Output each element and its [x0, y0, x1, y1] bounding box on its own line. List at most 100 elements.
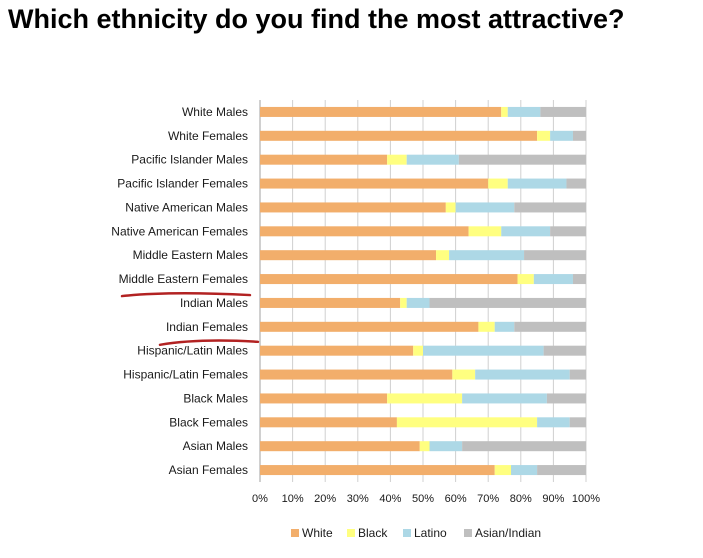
x-tick-label: 30%: [347, 493, 369, 505]
legend: White Black Latino Asian/Indian: [291, 526, 541, 540]
category-label: Indian Females: [166, 320, 248, 334]
bar-hispanic-latin-males-black: [413, 345, 423, 356]
bar-asian-males-latino: [429, 441, 463, 452]
x-tick-label: 10%: [282, 493, 304, 505]
bar-indian-females-asian-indian: [514, 321, 586, 332]
category-label: Black Females: [169, 415, 248, 429]
legend-swatch-latino: [403, 529, 411, 537]
category-label: Native American Females: [111, 224, 248, 238]
bar-black-males-white: [260, 393, 388, 404]
category-label: Black Males: [183, 391, 248, 405]
bar-pacific-islander-females-asian-indian: [566, 178, 586, 189]
bar-indian-males-white: [260, 297, 401, 308]
x-tick-label: 70%: [477, 493, 499, 505]
bar-pacific-islander-males-white: [260, 154, 388, 165]
x-tick-label: 60%: [445, 493, 467, 505]
bar-native-american-males-white: [260, 202, 446, 213]
category-label: Middle Eastern Females: [119, 272, 248, 286]
category-label: White Males: [182, 105, 248, 119]
bar-native-american-males-latino: [455, 202, 515, 213]
bar-middle-eastern-females-black: [517, 274, 534, 285]
bar-indian-males-black: [400, 297, 407, 308]
bar-hispanic-latin-females-asian-indian: [569, 369, 586, 380]
legend-label-asian-indian: Asian/Indian: [475, 526, 541, 540]
category-label: Pacific Islander Males: [131, 153, 248, 167]
legend-swatch-white: [291, 529, 299, 537]
x-tick-label: 90%: [542, 493, 564, 505]
bar-segments: [260, 106, 586, 476]
category-labels: White Males White Females Pacific Islander…: [111, 105, 248, 477]
bar-black-males-asian-indian: [546, 393, 586, 404]
bar-white-females-white: [260, 130, 538, 141]
bar-white-males-white: [260, 106, 502, 117]
bar-pacific-islander-males-asian-indian: [458, 154, 586, 165]
category-label: Native American Males: [125, 200, 248, 214]
category-label: Indian Males: [180, 296, 248, 310]
legend-label-white: White: [302, 526, 333, 540]
bar-indian-males-latino: [406, 297, 430, 308]
bar-asian-males-black: [419, 441, 430, 452]
bar-middle-eastern-females-asian-indian: [572, 274, 586, 285]
x-tick-label: 20%: [314, 493, 336, 505]
category-label: Hispanic/Latin Females: [123, 368, 248, 382]
bar-white-males-asian-indian: [540, 106, 586, 117]
bar-indian-females-black: [478, 321, 495, 332]
bar-native-american-females-white: [260, 226, 469, 237]
bar-hispanic-latin-males-asian-indian: [543, 345, 586, 356]
legend-label-latino: Latino: [414, 526, 447, 540]
bar-middle-eastern-males-asian-indian: [524, 250, 586, 261]
red-underline-annotation: [158, 339, 260, 347]
x-tick-labels: 0% 10% 20% 30% 40% 50% 60% 70% 80% 90% 100%: [252, 493, 600, 505]
slide-title: Which ethnicity do you find the most att…: [8, 4, 625, 34]
bar-native-american-males-black: [445, 202, 456, 213]
x-tick-label: 50%: [412, 493, 434, 505]
bar-pacific-islander-males-black: [387, 154, 407, 165]
x-tick-label: 40%: [379, 493, 401, 505]
category-label: Hispanic/Latin Males: [137, 344, 248, 358]
bar-middle-eastern-males-latino: [449, 250, 525, 261]
legend-swatch-asian-indian: [464, 529, 472, 537]
bar-hispanic-latin-females-white: [260, 369, 453, 380]
bar-black-females-white: [260, 417, 397, 428]
bar-black-females-asian-indian: [569, 417, 586, 428]
bar-native-american-females-latino: [501, 226, 551, 237]
bar-white-males-latino: [507, 106, 541, 117]
category-label: Middle Eastern Males: [133, 248, 248, 262]
legend-swatch-black: [347, 529, 355, 537]
bar-hispanic-latin-males-latino: [423, 345, 544, 356]
bar-asian-females-latino: [511, 465, 538, 476]
category-label: White Females: [168, 129, 248, 143]
bar-black-females-latino: [537, 417, 570, 428]
bar-indian-males-asian-indian: [429, 297, 586, 308]
bar-middle-eastern-females-latino: [533, 274, 573, 285]
bar-white-females-asian-indian: [572, 130, 586, 141]
bar-pacific-islander-males-latino: [406, 154, 459, 165]
bar-native-american-females-asian-indian: [550, 226, 586, 237]
bar-white-females-latino: [550, 130, 573, 141]
bar-indian-females-white: [260, 321, 479, 332]
red-underline-annotation: [120, 292, 252, 298]
bar-asian-females-asian-indian: [537, 465, 586, 476]
bar-hispanic-latin-females-black: [452, 369, 476, 380]
bar-pacific-islander-females-black: [488, 178, 508, 189]
bar-pacific-islander-females-white: [260, 178, 489, 189]
bar-black-females-black: [396, 417, 538, 428]
bar-white-males-black: [501, 106, 508, 117]
bar-asian-males-white: [260, 441, 420, 452]
bar-native-american-females-black: [468, 226, 502, 237]
bar-asian-females-white: [260, 465, 495, 476]
category-label: Asian Males: [183, 439, 248, 453]
bar-middle-eastern-females-white: [260, 274, 518, 285]
bar-black-males-black: [387, 393, 463, 404]
bar-middle-eastern-males-black: [436, 250, 450, 261]
bar-native-american-males-asian-indian: [514, 202, 586, 213]
handwritten-annotations: [120, 292, 260, 347]
x-tick-label: 100%: [572, 493, 600, 505]
bar-indian-females-latino: [494, 321, 515, 332]
x-tick-label: 0%: [252, 493, 268, 505]
bar-middle-eastern-males-white: [260, 250, 437, 261]
bar-white-females-black: [537, 130, 551, 141]
category-label: Pacific Islander Females: [117, 177, 248, 191]
bar-hispanic-latin-females-latino: [475, 369, 570, 380]
